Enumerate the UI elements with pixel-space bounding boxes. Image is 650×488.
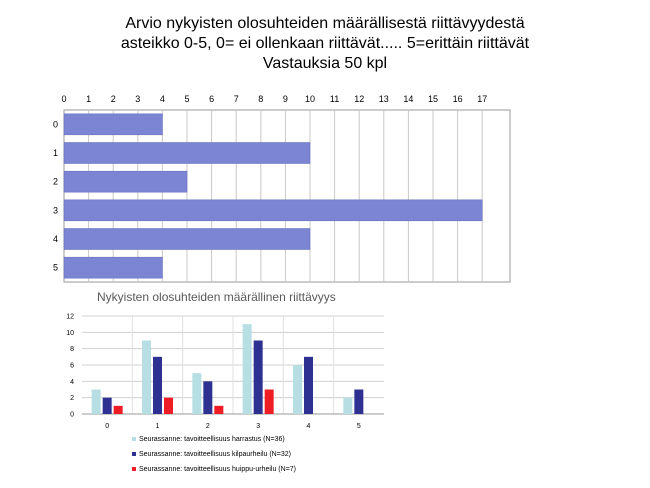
x-tick-label: 4 (160, 94, 165, 104)
bar (153, 356, 162, 414)
x-tick-label: 0 (105, 423, 109, 430)
y-tick-label: 2 (53, 177, 58, 187)
bar (63, 199, 483, 222)
bar (293, 365, 302, 414)
bar (242, 324, 252, 414)
legend-swatch (132, 437, 136, 441)
y-tick-label: 5 (53, 263, 58, 273)
x-tick-label: 16 (453, 94, 463, 104)
bar (63, 113, 163, 136)
x-tick-label: 4 (307, 423, 311, 430)
x-tick-label: 13 (379, 94, 389, 104)
bar (304, 356, 313, 414)
y-tick-label: 6 (70, 363, 74, 370)
bar (354, 389, 364, 414)
bar (343, 397, 353, 414)
bar (91, 389, 101, 414)
bar (164, 397, 173, 414)
legend-entry: Seurassanne: tavoitteellisuus harrastus … (139, 436, 285, 443)
bar (63, 228, 311, 250)
bar (142, 340, 151, 414)
y-tick-label: 1 (53, 148, 58, 158)
bar (63, 170, 188, 193)
y-tick-label: 0 (70, 412, 74, 419)
y-tick-label: 0 (53, 119, 58, 129)
x-tick-label: 15 (428, 94, 438, 104)
bar (192, 373, 202, 414)
x-tick-label: 7 (234, 94, 239, 104)
plot-area (63, 109, 511, 283)
x-tick-label: 0 (61, 94, 66, 104)
legend-entry: Seurassanne: tavoitteellisuus kilpaurhei… (139, 451, 291, 458)
x-tick-label: 1 (156, 423, 160, 430)
chart1-title-line-2: asteikko 0-5, 0= ei ollenkaan riittävät.… (120, 35, 530, 52)
x-tick-label: 5 (357, 423, 361, 430)
bar (63, 142, 311, 164)
chart2-title: Nykyisten olosuhteiden määrällinen riitt… (97, 290, 336, 304)
x-tick-label: 5 (184, 94, 189, 104)
legend-swatch (132, 452, 136, 456)
y-tick-label: 2 (70, 395, 74, 402)
x-tick-label: 8 (258, 94, 263, 104)
bar (102, 397, 112, 414)
y-tick-label: 3 (53, 205, 58, 215)
y-tick-label: 4 (53, 234, 58, 244)
x-tick-label: 2 (206, 423, 210, 430)
x-tick-label: 11 (330, 94, 339, 104)
chart1-title-line-1: Arvio nykyisten olosuhteiden määrällises… (125, 15, 525, 32)
y-tick-label: 4 (70, 379, 74, 386)
chart1-title: Arvio nykyisten olosuhteiden määrällises… (0, 14, 650, 74)
x-tick-label: 2 (111, 94, 116, 104)
y-tick-label: 12 (66, 314, 74, 321)
x-tick-label: 3 (135, 94, 140, 104)
x-tick-label: 9 (283, 94, 288, 104)
x-tick-label: 17 (477, 94, 487, 104)
bar (264, 389, 274, 414)
bar (203, 381, 213, 414)
x-tick-label: 14 (403, 94, 413, 104)
x-tick-label: 10 (305, 94, 315, 104)
x-tick-label: 12 (354, 94, 364, 104)
bar (214, 405, 224, 414)
x-tick-label: 1 (86, 94, 91, 104)
bar (63, 256, 163, 279)
bar (253, 340, 263, 414)
y-tick-label: 8 (70, 346, 74, 353)
legend-entry: Seurassanne: tavoitteellisuus huippu-urh… (139, 466, 296, 473)
x-tick-label: 6 (209, 94, 214, 104)
y-tick-label: 10 (66, 330, 74, 337)
bar (113, 405, 123, 414)
chart1-title-line-3: Vastauksia 50 kpl (262, 55, 388, 72)
x-tick-label: 3 (256, 423, 260, 430)
legend-swatch (132, 467, 136, 471)
